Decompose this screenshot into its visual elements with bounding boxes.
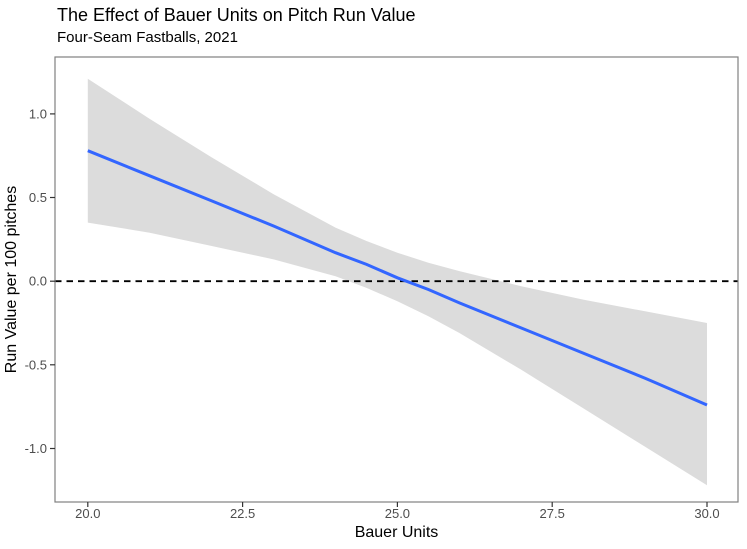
y-axis-title: Run Value per 100 pitches <box>3 186 20 373</box>
x-axis-title: Bauer Units <box>355 524 439 541</box>
x-tick-label: 27.5 <box>540 506 565 521</box>
x-tick-label: 20.0 <box>75 506 100 521</box>
y-tick-label: 0.5 <box>29 190 47 205</box>
y-tick-label: 0.0 <box>29 274 47 289</box>
plot-content: 20.0 22.5 25.0 27.5 30.0 1.0 0.5 0.0 -0.5 -1.0 <box>25 56 739 521</box>
panel-border <box>54 56 739 503</box>
x-tick-label: 25.0 <box>385 506 410 521</box>
y-tick-label: -1.0 <box>25 441 47 456</box>
confidence-band <box>87 78 708 486</box>
y-tick-label: -0.5 <box>25 357 47 372</box>
regression-line <box>87 149 708 407</box>
x-tick-label: 22.5 <box>230 506 255 521</box>
chart-title: The Effect of Bauer Units on Pitch Run V… <box>57 5 416 25</box>
x-tick-label: 30.0 <box>694 506 719 521</box>
y-tick-label: 1.0 <box>29 106 47 121</box>
chart-subtitle: Four-Seam Fastballs, 2021 <box>57 29 238 46</box>
